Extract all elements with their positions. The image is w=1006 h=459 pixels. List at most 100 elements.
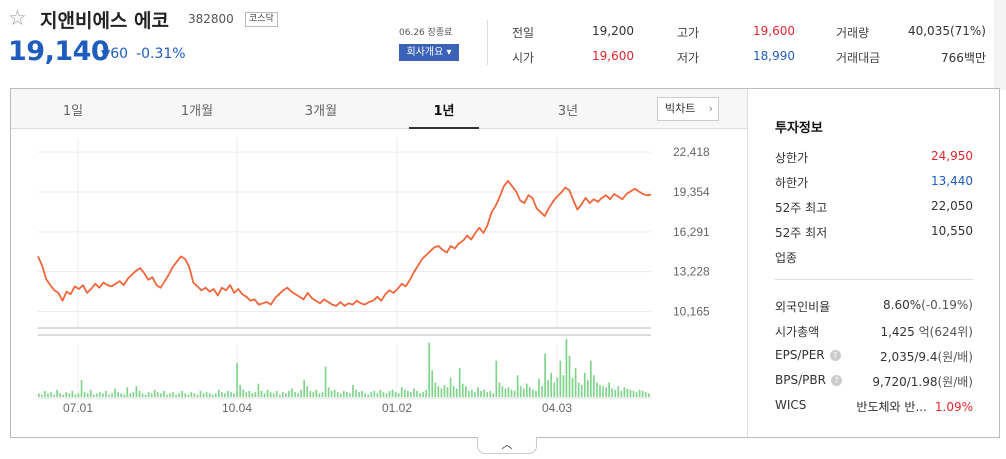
volume-bar	[577, 382, 580, 397]
eps-per-unit: (원/배)	[937, 350, 974, 364]
volume-bar	[379, 389, 382, 397]
volume-bar	[278, 394, 281, 397]
volume-bar	[416, 390, 418, 397]
y-tick-label: 22,418	[673, 145, 710, 159]
scrollbar[interactable]	[994, 0, 1006, 90]
tab-1d[interactable]: 1일	[62, 104, 84, 119]
y-tick-label: 19,354	[673, 185, 710, 199]
volume-label: 거래량	[836, 26, 870, 40]
volume-bar	[132, 392, 135, 397]
volume-bar	[611, 388, 614, 397]
volume-bar	[501, 386, 504, 397]
volume-bar	[217, 389, 220, 397]
volume-bar	[135, 386, 138, 397]
volume-bar	[635, 392, 638, 397]
volume-bar	[608, 382, 610, 397]
volume-bar	[596, 382, 598, 397]
volume-bar	[294, 392, 296, 397]
volume-bar	[263, 393, 266, 397]
volume-bar	[403, 389, 406, 397]
volume-bar	[47, 393, 49, 397]
tab-3y[interactable]: 3년	[557, 104, 579, 119]
volume-bar	[571, 377, 574, 397]
volume-bar	[593, 375, 595, 397]
volume-bar	[352, 384, 354, 397]
volume-bar	[117, 392, 119, 397]
wics-label: WICS	[775, 398, 807, 412]
volume-bar	[83, 392, 86, 397]
volume-bar	[254, 392, 257, 397]
wics-sector-link[interactable]: 반도체와 반...	[856, 400, 927, 414]
company-overview-button[interactable]: 회사개요 ▾	[399, 44, 459, 61]
volume-bar	[172, 392, 174, 397]
volume-bar	[306, 386, 309, 397]
volume-bar	[385, 393, 388, 397]
volume-bar	[580, 384, 583, 397]
price-line	[37, 180, 652, 307]
volume-bar	[281, 392, 284, 397]
upper-limit-value: 24,950	[931, 149, 973, 163]
trade-value-label: 거래대금	[836, 51, 881, 65]
bigchart-button[interactable]: 빅차트 ›	[657, 97, 719, 121]
y-tick-label: 13,228	[673, 265, 710, 279]
volume-bar	[544, 353, 546, 397]
volume-bar	[138, 390, 141, 397]
volume-bar	[285, 393, 287, 397]
volume-bar	[361, 390, 363, 397]
chevron-right-icon: ›	[708, 102, 713, 115]
volume-bar	[202, 393, 205, 397]
volume-bar	[586, 380, 589, 397]
volume-bar	[617, 386, 620, 397]
volume-bar	[532, 389, 534, 397]
open-value: 19,600	[592, 49, 634, 63]
volume-bar	[38, 393, 40, 397]
volume-bar	[291, 388, 293, 397]
volume-value: 40,035(71%)	[907, 24, 986, 38]
tab-1m[interactable]: 1개월	[180, 104, 214, 119]
investment-info: 투자정보 상한가 24,950 하한가 13,440 52주 최고 22,050…	[747, 89, 999, 437]
volume-bar	[65, 392, 68, 397]
volume-bar	[474, 392, 476, 397]
favorite-star-icon[interactable]: ☆	[8, 6, 27, 30]
volume-bar	[230, 392, 232, 397]
volume-bar	[641, 390, 644, 397]
volume-bar	[321, 392, 324, 397]
volume-bar	[257, 383, 260, 397]
volume-bar	[80, 380, 83, 397]
volume-bar	[153, 389, 156, 397]
volume-bar	[163, 390, 165, 397]
divider	[487, 20, 488, 65]
volume-bar	[382, 392, 385, 397]
volume-bar	[175, 394, 177, 397]
price-chart[interactable]: 22,418 19,354 16,291 13,228 10,165 07.01 10.04…	[11, 130, 747, 438]
foreign-ratio-value: 8.60%	[883, 298, 922, 312]
volume-bar	[275, 390, 278, 397]
high-label: 고가	[677, 26, 700, 40]
volume-bar	[129, 393, 132, 397]
volume-bar	[468, 390, 470, 397]
volume-bar	[605, 387, 607, 397]
volume-bar	[458, 368, 461, 397]
volume-bar	[260, 390, 263, 397]
volume-bar	[425, 389, 427, 397]
x-tick-label: 01.02	[382, 401, 412, 415]
volume-bar	[199, 390, 202, 397]
help-icon[interactable]: ?	[829, 350, 841, 361]
bps-pbr-unit: (원/배)	[937, 375, 974, 389]
volume-bar	[434, 382, 437, 397]
tab-1y[interactable]: 1년	[433, 104, 455, 119]
volume-bar	[242, 389, 245, 397]
eps-per-label: EPS/PER	[775, 348, 825, 362]
tab-3m[interactable]: 3개월	[304, 104, 338, 119]
x-tick-label: 04.03	[542, 401, 572, 415]
volume-bar	[53, 394, 55, 397]
volume-bar	[208, 393, 211, 397]
collapse-button[interactable]: ︿	[477, 437, 537, 454]
volume-bar	[102, 393, 104, 397]
volume-bar	[522, 388, 525, 397]
volume-bar	[333, 389, 336, 397]
volume-bar	[513, 390, 516, 397]
volume-bar	[166, 394, 168, 397]
volume-bar	[422, 392, 424, 397]
help-icon[interactable]: ?	[830, 375, 842, 386]
